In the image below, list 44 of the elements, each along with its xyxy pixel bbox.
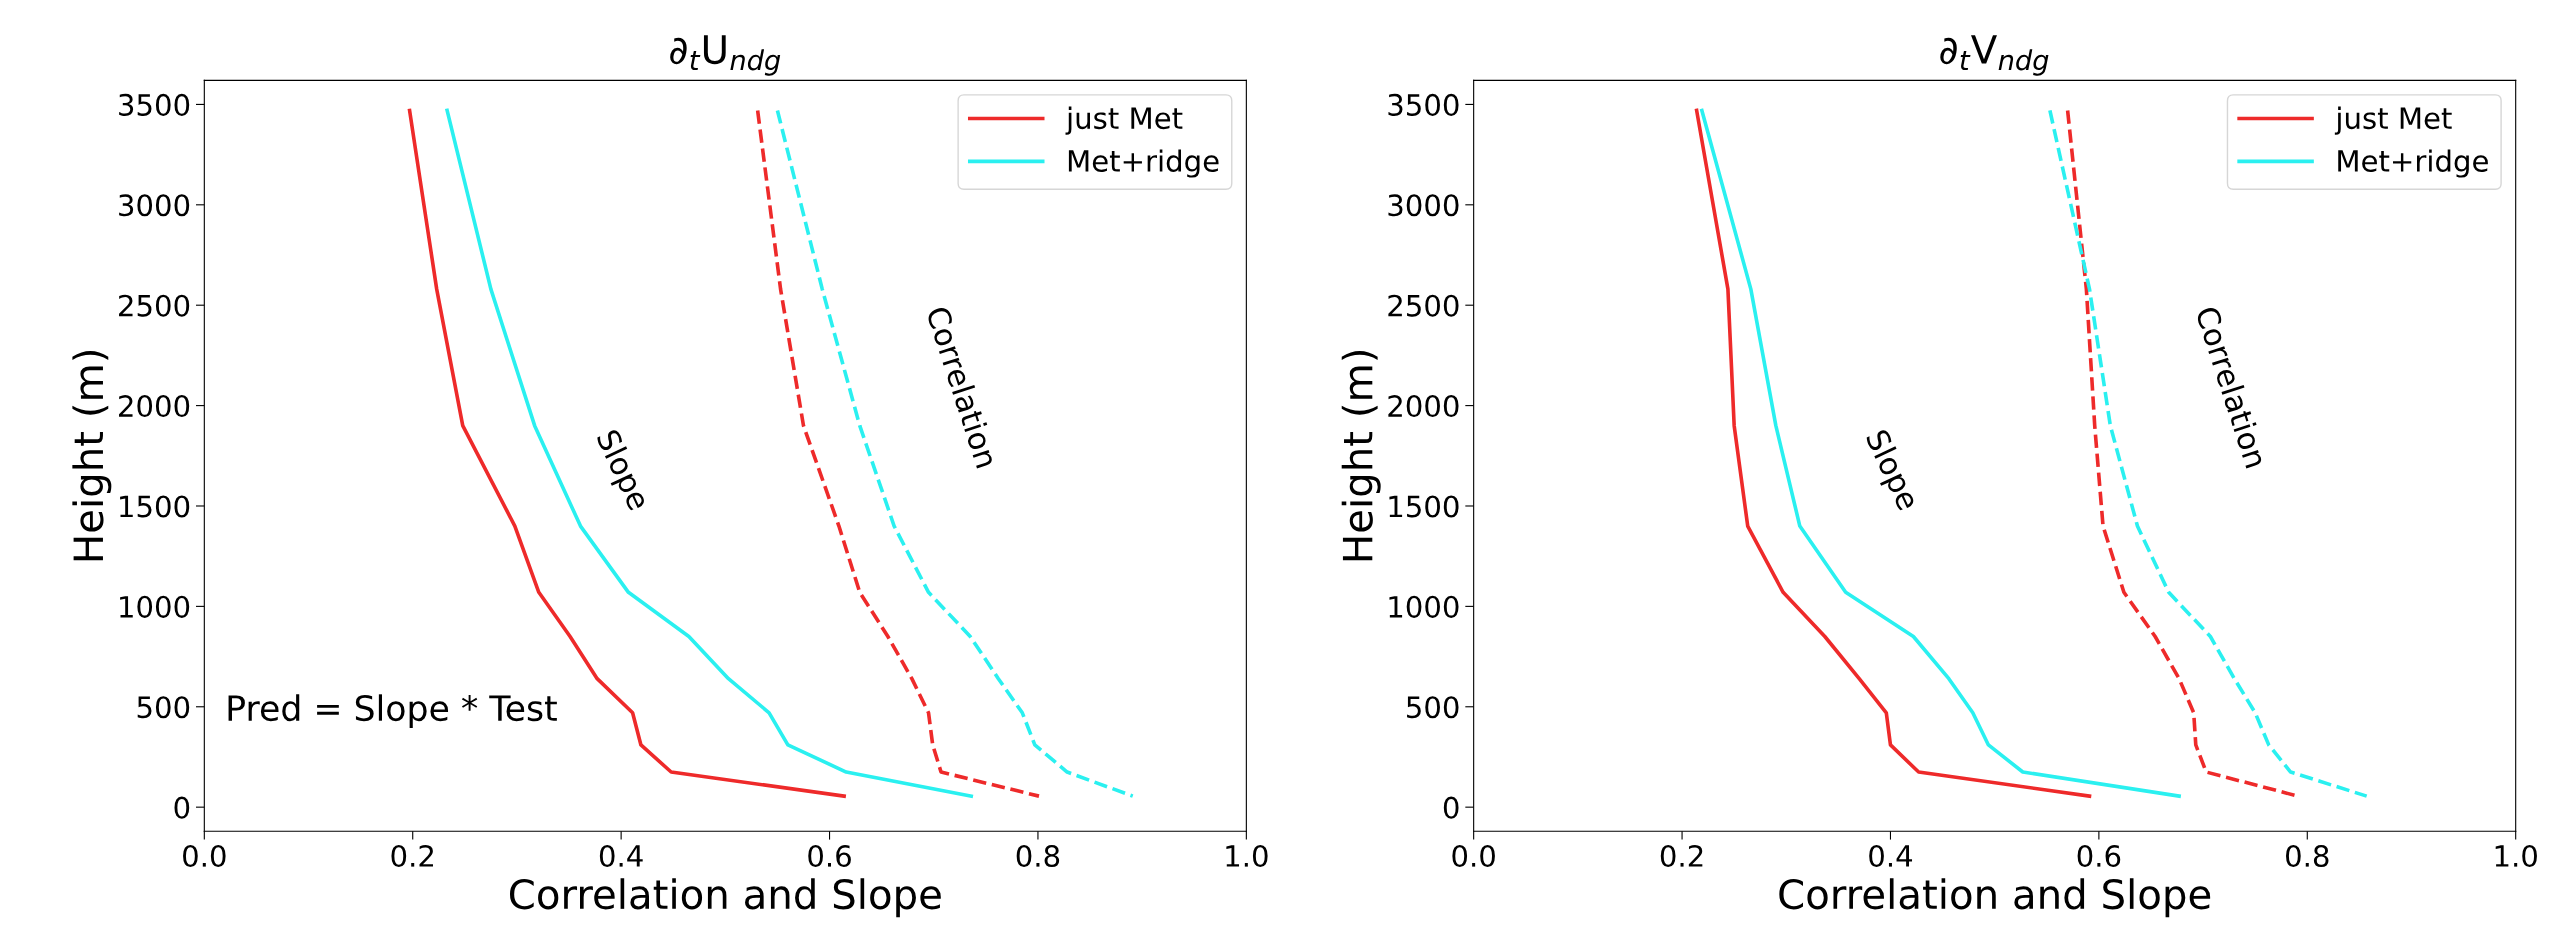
x-tick-label: 0.0 (1452, 844, 1495, 868)
chart-title: ∂$_{t}$V$_{ndg}$ (1940, 35, 2049, 76)
y-tick-label: 0 (1443, 796, 1459, 819)
line-series (755, 108, 1041, 798)
annotation: Slope (1860, 427, 1922, 514)
y-tick-label: 500 (1407, 696, 1459, 719)
x-tick-label: 0.8 (1016, 844, 1060, 868)
y-tick-label: 3000 (119, 194, 190, 217)
x-tick-label: 1.0 (1226, 844, 1268, 868)
y-tick-label: 1500 (120, 495, 190, 518)
y-axis-title: Height (m) (72, 350, 112, 561)
x-axis-title: Correlation and Slope (1779, 878, 2211, 918)
y-axis-title: Height (m) (1341, 350, 1381, 561)
x-tick-label: 1.0 (2495, 844, 2537, 868)
y-tick-label: 1500 (1389, 495, 1459, 518)
x-tick-label: 0.8 (2286, 844, 2329, 868)
x-tick-label: 0.6 (2077, 844, 2121, 868)
y-tick-label: 2500 (1388, 294, 1459, 317)
chart-title: ∂$_{t}$U$_{ndg}$ (670, 35, 781, 76)
x-tick-label: 0.6 (808, 844, 851, 868)
y-tick-label: 2000 (1388, 395, 1459, 418)
x-axis-title: Correlation and Slope (509, 878, 941, 918)
y-tick-label: 3500 (1388, 93, 1459, 116)
x-tick-label: 0.4 (599, 844, 643, 868)
y-tick-label: 500 (137, 696, 190, 719)
annotation: Slope (590, 427, 652, 514)
y-tick-label: 0 (174, 796, 190, 819)
x-tick-label: 0.2 (391, 844, 433, 868)
y-tick-label: 2000 (119, 395, 190, 418)
line-series (1694, 108, 2092, 798)
y-tick-label: 1000 (1389, 595, 1459, 618)
y-tick-label: 3500 (119, 93, 190, 116)
line-series (1700, 108, 2181, 798)
legend-label: Met+ridge (2338, 149, 2488, 178)
x-tick-label: 0.4 (1869, 844, 1913, 868)
y-tick-label: 3000 (1388, 194, 1459, 217)
legend-label: just Met (2334, 106, 2452, 135)
legend-label: Met+ridge (1068, 149, 1219, 178)
y-tick-label: 2500 (119, 294, 190, 317)
legend-label: just Met (1065, 106, 1183, 135)
x-tick-label: 0.0 (183, 844, 226, 868)
y-tick-label: 1000 (120, 595, 190, 618)
x-tick-label: 0.2 (1660, 844, 1703, 868)
annotation: Pred = Slope * Test (228, 694, 557, 728)
